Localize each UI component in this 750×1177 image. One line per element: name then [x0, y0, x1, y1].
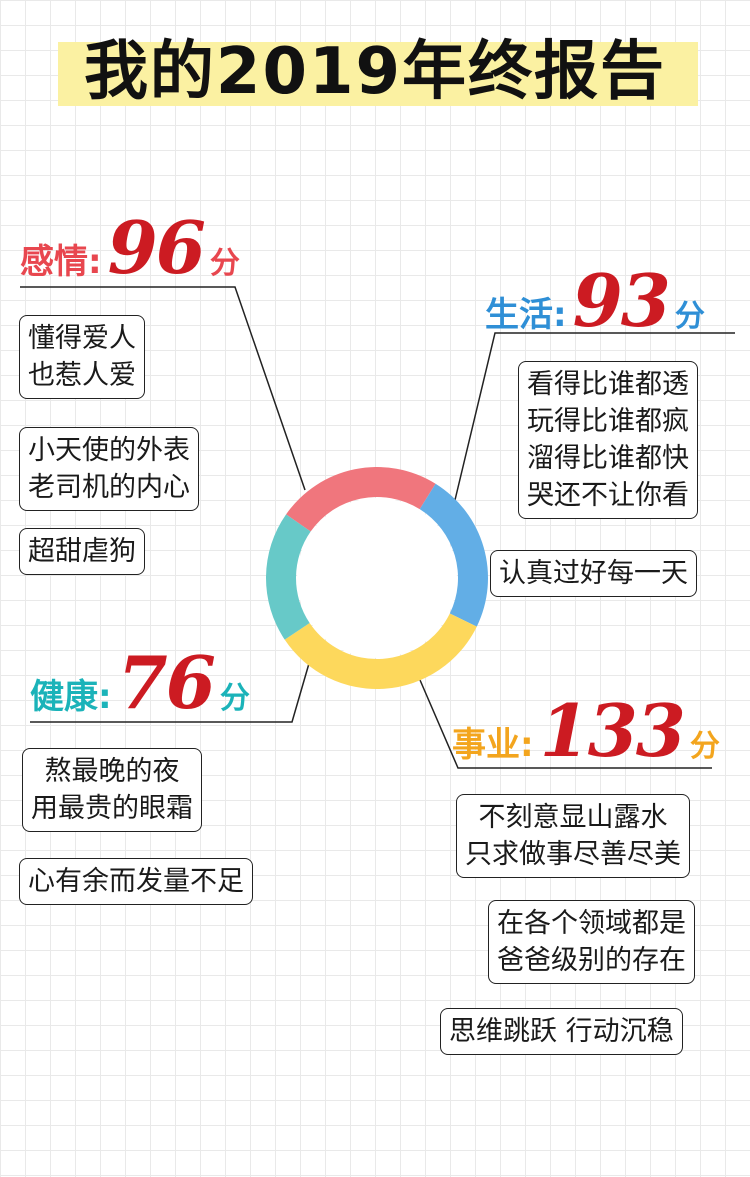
note-line: 懂得爱人 — [28, 323, 136, 354]
career-note-2: 在各个领域都是 爸爸级别的存在 — [488, 900, 695, 984]
health-unit: 分 — [219, 681, 250, 716]
health-connector — [30, 659, 311, 723]
love-note-2: 小天使的外表 老司机的内心 — [19, 427, 199, 511]
love-note-3: 超甜虐狗 — [19, 528, 145, 575]
love-note-1: 懂得爱人 也惹人爱 — [19, 315, 145, 399]
life-connector — [454, 332, 735, 501]
career-score: 133 — [539, 688, 686, 773]
donut-segment-2 — [284, 613, 477, 689]
donut-segment-0 — [286, 466, 436, 532]
note-line: 用最贵的眼霜 — [31, 793, 193, 824]
career-note-1: 不刻意显山露水 只求做事尽善尽美 — [456, 794, 690, 878]
health-note-1: 熬最晚的夜 用最贵的眼霜 — [22, 748, 202, 832]
donut-center — [297, 498, 457, 658]
love-label: 感情: — [20, 242, 102, 282]
title-highlight — [58, 42, 698, 106]
career-label: 事业: — [452, 725, 534, 765]
note-line: 看得比谁都透 — [527, 369, 689, 400]
health-note-2: 心有余而发量不足 — [19, 858, 253, 905]
note-line: 熬最晚的夜 — [44, 756, 180, 787]
note-line: 爸爸级别的存在 — [497, 945, 686, 976]
note-line: 哭还不让你看 — [527, 480, 689, 511]
note-line: 思维跳跃 行动沉稳 — [449, 1016, 674, 1047]
note-line: 小天使的外表 — [28, 435, 190, 466]
life-unit: 分 — [674, 299, 705, 334]
love-heading: 感情: 96 分 — [20, 205, 240, 290]
note-line: 在各个领域都是 — [497, 908, 686, 939]
note-line: 也惹人爱 — [28, 360, 136, 391]
life-label: 生活: — [485, 295, 567, 335]
note-line: 超甜虐狗 — [28, 536, 136, 567]
love-connector — [20, 286, 306, 491]
note-line: 老司机的内心 — [28, 472, 190, 503]
career-heading: 事业: 133 分 — [452, 688, 720, 773]
life-score: 93 — [572, 258, 671, 343]
career-unit: 分 — [689, 729, 720, 764]
note-line: 认真过好每一天 — [499, 558, 688, 589]
health-heading: 健康: 76 分 — [30, 640, 250, 725]
note-line: 只求做事尽善尽美 — [465, 839, 681, 870]
life-heading: 生活: 93 分 — [485, 258, 705, 343]
love-score: 96 — [107, 205, 206, 290]
note-line: 不刻意显山露水 — [478, 802, 668, 833]
note-line: 心有余而发量不足 — [28, 866, 244, 897]
health-score: 76 — [117, 640, 216, 725]
note-line: 溜得比谁都快 — [527, 443, 689, 474]
donut-segment-3 — [265, 514, 311, 640]
love-unit: 分 — [209, 246, 240, 281]
life-note-1: 看得比谁都透 玩得比谁都疯 溜得比谁都快 哭还不让你看 — [518, 361, 698, 519]
donut-segment-1 — [419, 483, 488, 627]
page-title: 我的2019年终报告 — [83, 35, 667, 109]
career-note-3: 思维跳跃 行动沉稳 — [440, 1008, 683, 1055]
health-label: 健康: — [30, 677, 112, 717]
career-connector — [419, 679, 712, 769]
life-note-2: 认真过好每一天 — [490, 550, 697, 597]
note-line: 玩得比谁都疯 — [527, 406, 689, 437]
